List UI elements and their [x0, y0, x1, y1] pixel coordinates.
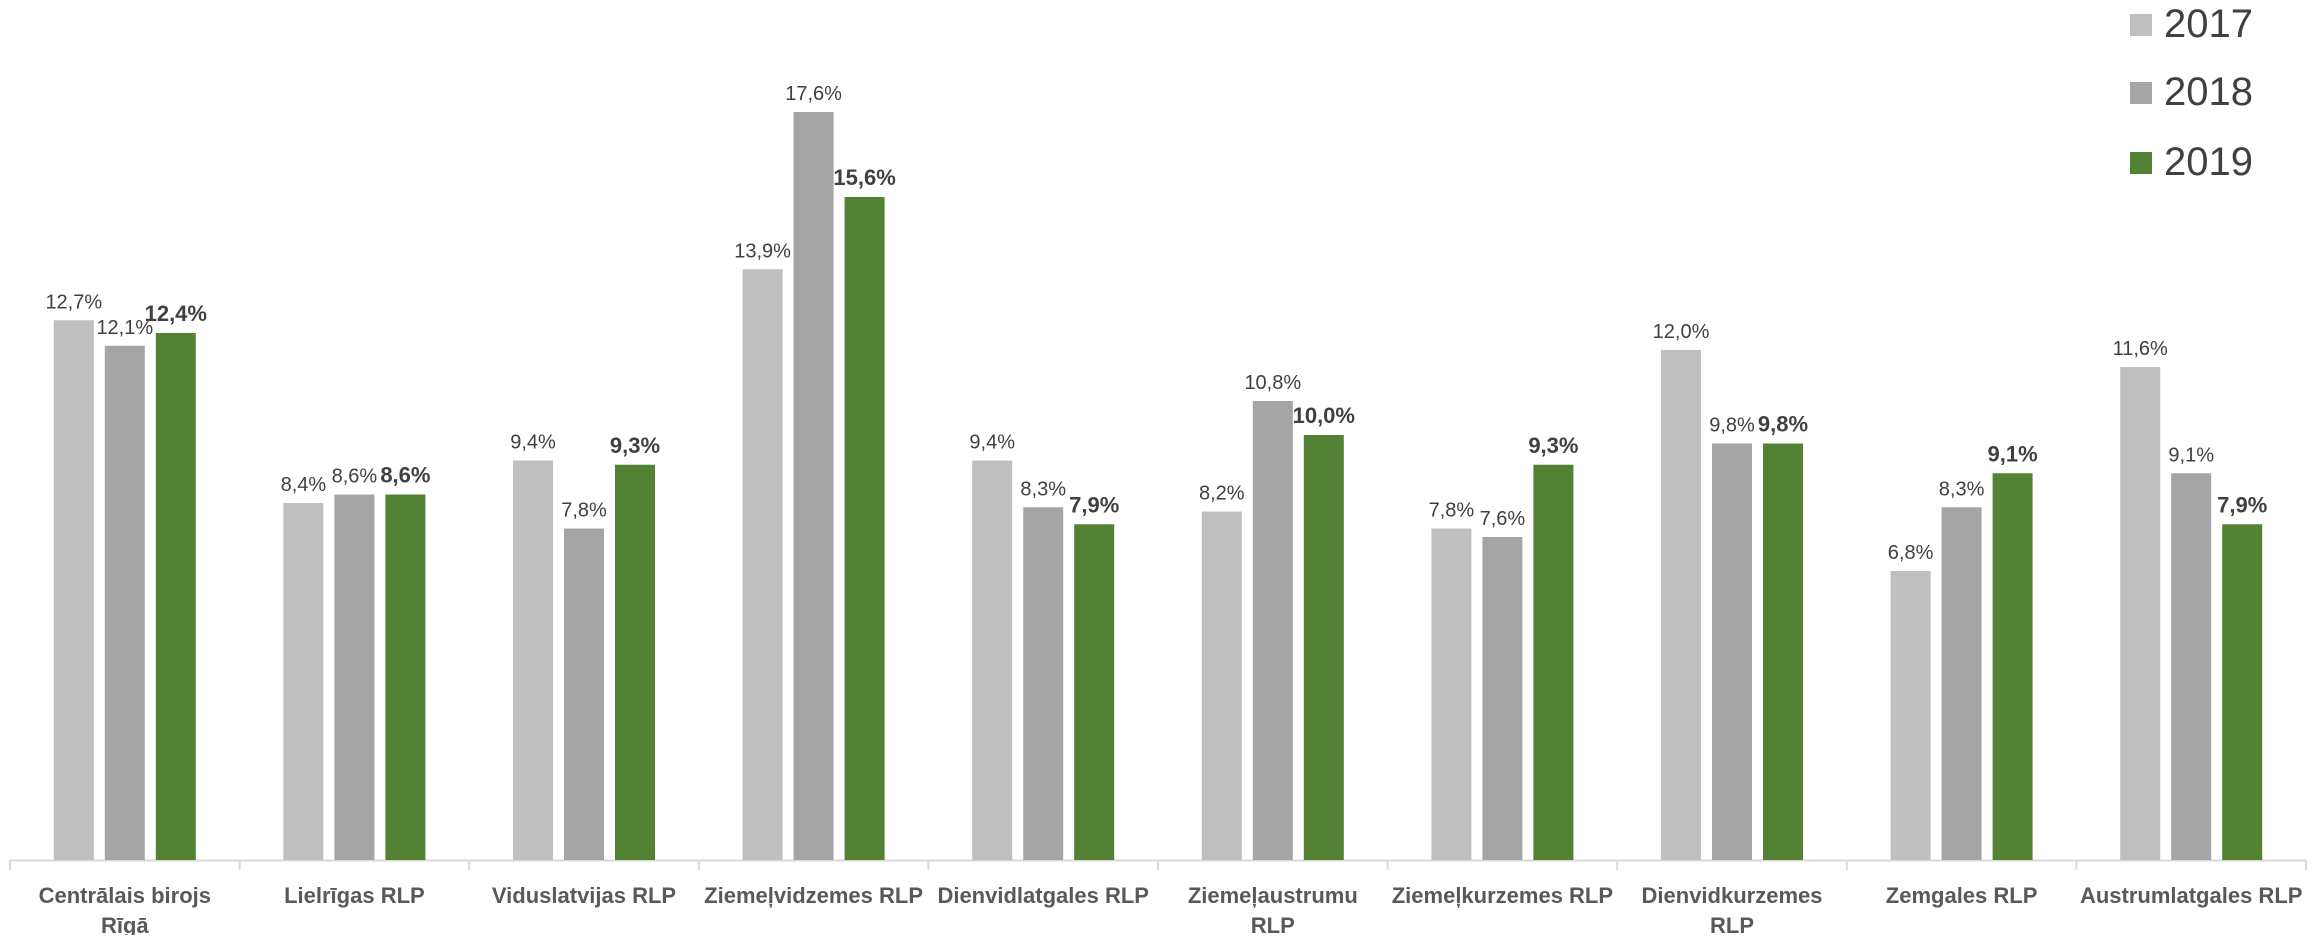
- data-label-2019-4: 15,6%: [833, 165, 895, 190]
- bar-2019-4: [844, 197, 885, 860]
- bar-2018-6: [1252, 401, 1293, 860]
- category-label-line: RLP: [1251, 913, 1295, 935]
- category-label-line: Austrumlatgales RLP: [2080, 883, 2303, 908]
- category-label-2: Lielrīgas RLP: [284, 883, 425, 908]
- legend-label-2019: 2019: [2164, 140, 2253, 184]
- category-label-line: Viduslatvijas RLP: [492, 883, 676, 908]
- bar-2017-5: [972, 460, 1013, 860]
- category-label-6: Ziemeļaustrumu RLP: [1188, 883, 1358, 935]
- legend-swatch-2018: [2130, 81, 2152, 104]
- data-label-2017-9: 6,8%: [1888, 542, 1934, 564]
- data-label-2017-1: 12,7%: [45, 291, 102, 313]
- bar-2018-8: [1712, 443, 1752, 860]
- data-label-2018-3: 7,8%: [561, 500, 607, 522]
- legend-swatch-2019: [2130, 151, 2152, 174]
- category-label-8: Dienvidkurzemes RLP: [1642, 883, 1823, 935]
- bar-2018-4: [793, 112, 834, 860]
- data-label-2019-1: 12,4%: [145, 301, 207, 326]
- bar-2019-2: [385, 494, 426, 860]
- data-label-2018-2: 8,6%: [332, 466, 378, 488]
- data-label-2017-8: 12,0%: [1653, 321, 1710, 343]
- data-label-2018-9: 8,3%: [1939, 478, 1985, 500]
- bar-2017-6: [1201, 511, 1242, 860]
- category-label-7: Ziemeļkurzemes RLP: [1392, 883, 1613, 908]
- category-label-line: Dienvidlatgales RLP: [937, 883, 1149, 908]
- data-label-2019-2: 8,6%: [380, 463, 430, 488]
- legend-item-2018: 2018: [2130, 70, 2253, 115]
- category-label-line: Ziemeļkurzemes RLP: [1392, 883, 1613, 908]
- data-label-2017-4: 13,9%: [734, 240, 791, 262]
- bar-2017-9: [1890, 571, 1931, 860]
- data-label-2018-5: 8,3%: [1020, 478, 1066, 500]
- category-label-1: Centrālais birojs Rīgā: [39, 883, 211, 935]
- bar-2017-4: [742, 269, 783, 860]
- data-label-2019-5: 7,9%: [1069, 492, 1119, 517]
- data-label-2019-10: 7,9%: [2217, 492, 2267, 517]
- data-label-2017-5: 9,4%: [969, 432, 1015, 454]
- bar-2019-5: [1074, 524, 1115, 860]
- category-label-3: Viduslatvijas RLP: [492, 883, 676, 908]
- data-label-2018-6: 10,8%: [1244, 372, 1301, 394]
- bar-2019-7: [1533, 464, 1574, 860]
- bar-2017-1: [53, 320, 94, 860]
- category-label-line: RLP: [1710, 913, 1754, 935]
- data-label-2017-3: 9,4%: [510, 432, 556, 454]
- category-label-line: Dienvidkurzemes: [1642, 883, 1823, 908]
- bar-2018-1: [104, 345, 145, 860]
- bar-2017-2: [283, 503, 324, 860]
- bar-2018-3: [564, 528, 604, 860]
- category-label-line: Zemgales RLP: [1886, 883, 2038, 908]
- bar-2017-7: [1431, 528, 1472, 860]
- bar-2019-3: [615, 464, 655, 860]
- bar-2019-1: [155, 333, 196, 860]
- data-label-2017-10: 11,6%: [2113, 338, 2168, 360]
- category-label-line: Centrālais birojs: [39, 883, 211, 908]
- bar-2017-3: [513, 460, 553, 860]
- category-label-line: Rīgā: [101, 913, 149, 935]
- bar-2017-10: [2120, 367, 2161, 860]
- legend-item-2019: 2019: [2130, 140, 2253, 185]
- data-label-2018-4: 17,6%: [785, 83, 842, 105]
- bar-2019-9: [1992, 473, 2033, 860]
- category-label-10: Austrumlatgales RLP: [2080, 883, 2303, 908]
- bar-2019-10: [2222, 524, 2263, 860]
- data-label-2018-7: 7,6%: [1480, 508, 1526, 530]
- data-label-2017-6: 8,2%: [1199, 483, 1245, 505]
- category-label-line: Ziemeļaustrumu: [1188, 883, 1358, 908]
- data-label-2017-2: 8,4%: [281, 474, 327, 496]
- category-label-4: Ziemeļvidzemes RLP: [704, 883, 923, 908]
- data-label-2019-7: 9,3%: [1528, 433, 1578, 458]
- data-label-2018-10: 9,1%: [2168, 444, 2214, 466]
- bar-2019-6: [1303, 435, 1344, 860]
- bar-2018-9: [1941, 507, 1982, 860]
- bar-2018-7: [1482, 537, 1523, 860]
- bar-2018-2: [334, 494, 375, 860]
- data-label-2019-8: 9,8%: [1758, 412, 1808, 437]
- bar-2018-5: [1023, 507, 1064, 860]
- category-label-line: Ziemeļvidzemes RLP: [704, 883, 923, 908]
- legend-item-2017: 2017: [2130, 2, 2253, 47]
- data-label-2018-1: 12,1%: [96, 317, 153, 339]
- data-label-2018-8: 9,8%: [1709, 415, 1755, 437]
- bar-2019-8: [1763, 443, 1803, 860]
- legend-swatch-2017: [2130, 13, 2152, 36]
- bar-2017-8: [1661, 350, 1701, 860]
- legend-label-2017: 2017: [2164, 2, 2253, 46]
- category-label-5: Dienvidlatgales RLP: [937, 883, 1149, 908]
- data-label-2017-7: 7,8%: [1429, 500, 1475, 522]
- data-label-2019-6: 10,0%: [1293, 403, 1355, 428]
- category-label-line: Lielrīgas RLP: [284, 883, 425, 908]
- data-label-2019-3: 9,3%: [610, 433, 660, 458]
- category-label-9: Zemgales RLP: [1886, 883, 2038, 908]
- bar-2018-10: [2171, 473, 2212, 860]
- data-label-2019-9: 9,1%: [1988, 441, 2038, 466]
- legend-label-2018: 2018: [2164, 70, 2253, 114]
